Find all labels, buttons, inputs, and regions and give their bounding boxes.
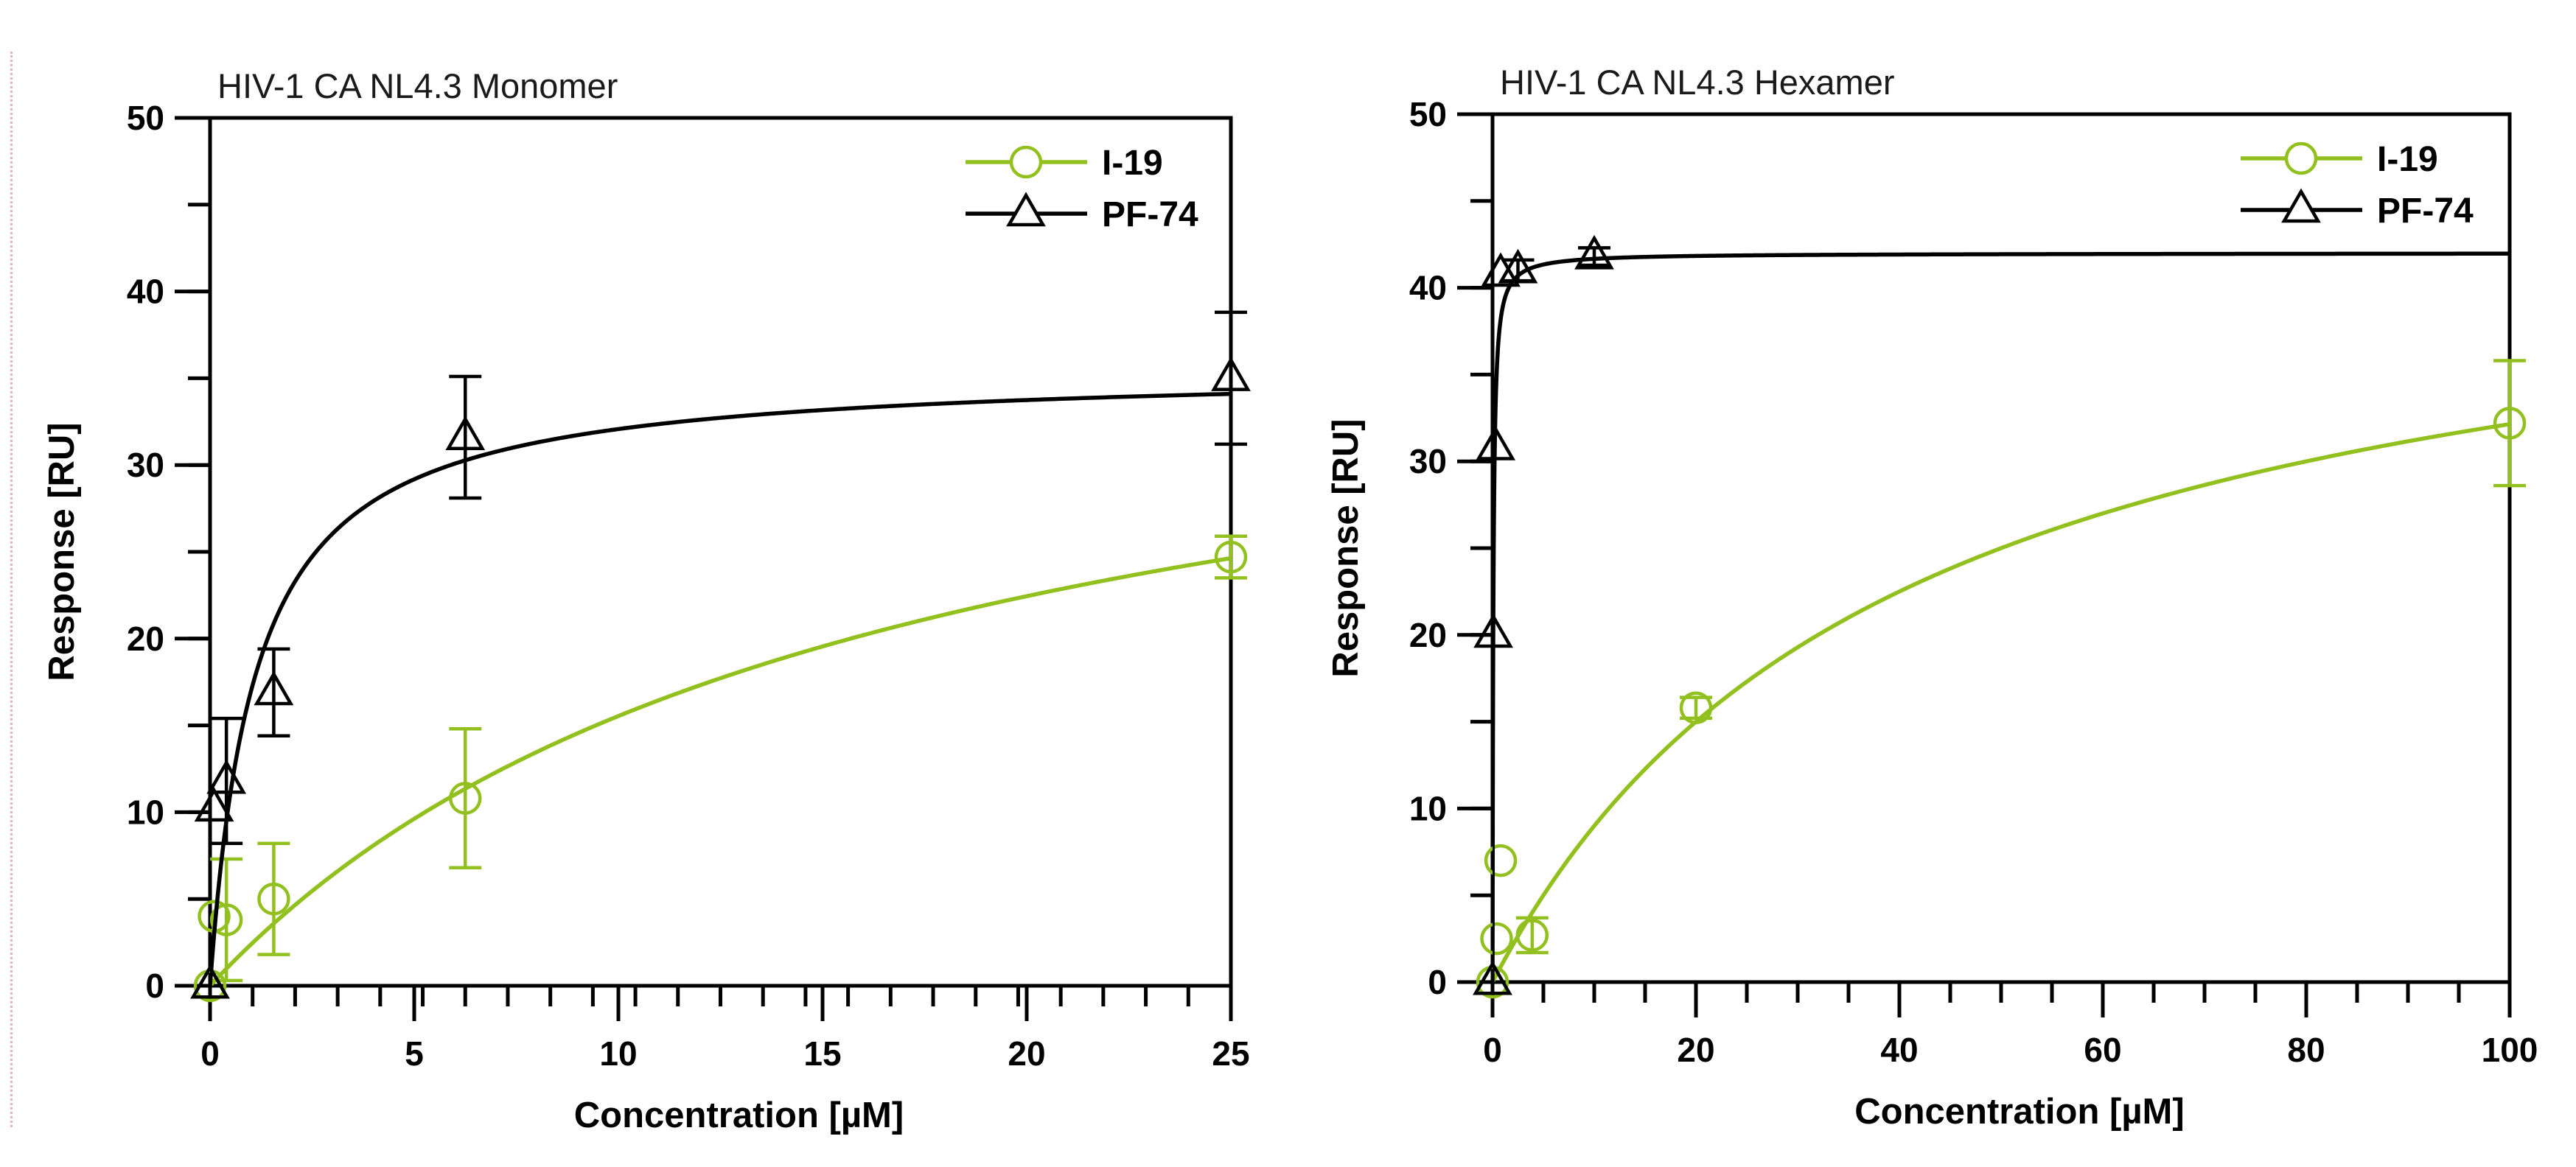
page-margin-line	[10, 52, 13, 1127]
data-point-i-19	[2493, 407, 2527, 440]
legend-label: I-19	[1102, 144, 1163, 183]
hexamer-chart-panel: HIV-1 CA NL4.3 Hexamer 0 20 40 60 80 100 0 10 20 3…	[1326, 63, 2538, 1132]
data-point-pf-74	[1498, 248, 1538, 284]
y-tick-label: 10	[127, 793, 164, 831]
series-pf-74	[1473, 234, 2510, 995]
data-point-i-19	[1214, 540, 1248, 574]
data-point-pf-74	[190, 964, 230, 999]
data-point-pf-74	[254, 670, 294, 706]
data-point-i-19	[257, 882, 290, 916]
series-pf-74	[190, 310, 1251, 999]
x-tick-label: 20	[1677, 1031, 1714, 1069]
chart-title: HIV-1 CA NL4.3 Monomer	[217, 66, 618, 105]
data-point-pf-74	[206, 759, 247, 794]
legend: I-19 PF-74	[966, 144, 1198, 234]
legend-marker-circle	[2284, 141, 2318, 175]
y-tick-label: 50	[127, 99, 164, 137]
monomer-chart-panel: HIV-1 CA NL4.3 Monomer 0 5 10 15 20 25 0 10 20 30 4…	[42, 66, 1251, 1135]
data-point-i-19	[1515, 919, 1549, 952]
legend-label: PF-74	[1102, 195, 1198, 234]
x-tick-label: 25	[1212, 1034, 1249, 1073]
data-point-i-19	[1480, 922, 1513, 956]
y-tick-label: 50	[1409, 95, 1447, 133]
x-tick-label: 20	[1008, 1034, 1045, 1073]
x-tick-label: 0	[1483, 1031, 1502, 1069]
fit-curve-pf-74	[210, 391, 1231, 986]
y-axis-title: Response [RU]	[1326, 418, 1366, 677]
y-tick-label: 20	[127, 620, 164, 658]
y-tick-label: 30	[127, 446, 164, 484]
x-axis-title: Concentration [µM]	[574, 1096, 904, 1135]
y-tick-label: 0	[1428, 963, 1447, 1001]
x-axis-title: Concentration [µM]	[1854, 1092, 2184, 1132]
fit-curve-i-19	[1493, 421, 2510, 982]
fit-curve-pf-74	[1493, 251, 2510, 982]
data-point-pf-74	[1574, 234, 1614, 270]
legend-label: I-19	[2377, 140, 2438, 179]
y-tick-label: 0	[145, 967, 164, 1005]
x-tick-label: 0	[200, 1034, 220, 1073]
x-tick-label: 10	[599, 1034, 637, 1073]
x-tick-label: 60	[2084, 1031, 2121, 1069]
x-tick-label: 5	[405, 1034, 424, 1073]
data-point-pf-74	[445, 416, 486, 450]
legend-marker-circle	[1009, 145, 1043, 179]
y-tick-label: 10	[1409, 789, 1447, 827]
data-point-pf-74	[1211, 357, 1251, 391]
y-axis-title: Response [RU]	[42, 422, 82, 681]
x-tick-label: 15	[803, 1034, 841, 1073]
y-tick-label: 30	[1409, 442, 1447, 480]
data-point-pf-74	[1473, 613, 1513, 648]
data-point-pf-74	[1473, 960, 1512, 995]
x-tick-label: 40	[1880, 1031, 1918, 1069]
legend: I-19 PF-74	[2241, 140, 2474, 231]
y-tick-label: 40	[1409, 269, 1447, 307]
fit-curve-i-19	[210, 556, 1231, 986]
legend-marker-triangle	[2281, 188, 2321, 223]
series-i-19	[193, 534, 1248, 1003]
data-point-i-19	[449, 782, 482, 815]
data-point-pf-74	[194, 787, 234, 822]
plot-frame	[208, 116, 1233, 988]
x-tick-label: 100	[2482, 1031, 2538, 1069]
y-tick-label: 40	[127, 273, 164, 311]
data-point-i-19	[1484, 844, 1518, 877]
chart-title: HIV-1 CA NL4.3 Hexamer	[1500, 63, 1895, 102]
legend-label: PF-74	[2377, 192, 2474, 231]
data-point-pf-74	[1476, 426, 1516, 460]
y-tick-label: 20	[1409, 616, 1447, 654]
legend-marker-triangle	[1006, 192, 1046, 227]
x-tick-label: 80	[2287, 1031, 2325, 1069]
data-point-i-19	[1679, 691, 1713, 725]
series-i-19	[1476, 359, 2527, 999]
data-point-i-19	[209, 903, 243, 936]
